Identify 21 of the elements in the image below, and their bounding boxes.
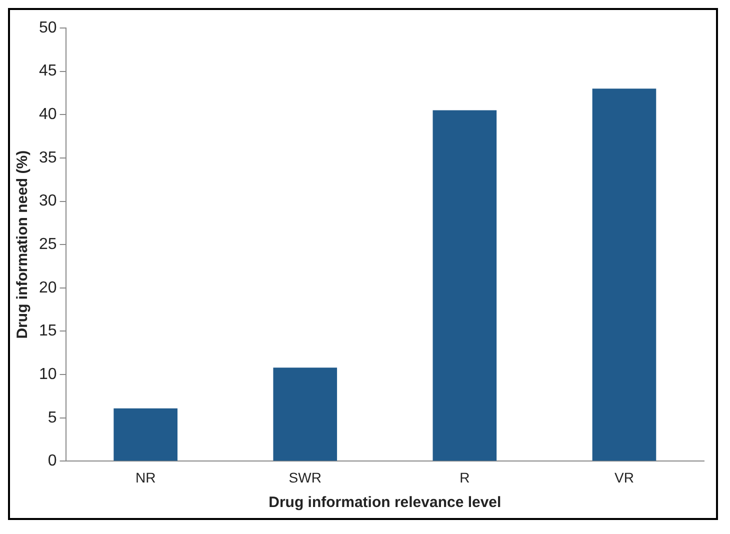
y-tick-label: 45 bbox=[39, 62, 57, 80]
y-tick-label: 30 bbox=[39, 192, 57, 210]
x-axis-title: Drug information relevance level bbox=[268, 494, 502, 512]
y-axis-title: Drug information need (%) bbox=[14, 150, 32, 339]
bar bbox=[114, 408, 178, 461]
x-tick-label: NR bbox=[135, 469, 156, 486]
bar bbox=[273, 368, 338, 461]
y-tick-label: 40 bbox=[39, 106, 57, 124]
y-tick-label: 10 bbox=[39, 366, 57, 383]
y-tick-label: 25 bbox=[39, 236, 57, 254]
y-tick-label: 0 bbox=[48, 452, 57, 470]
bar bbox=[432, 110, 497, 461]
y-tick-label: 35 bbox=[39, 149, 57, 166]
x-tick-label: SWR bbox=[288, 469, 322, 486]
y-tick-label: 50 bbox=[39, 19, 57, 36]
y-tick-label: 20 bbox=[39, 279, 57, 296]
x-tick-label: VR bbox=[614, 469, 634, 486]
x-tick-label: R bbox=[460, 469, 470, 486]
y-tick-label: 5 bbox=[48, 409, 57, 426]
y-tick-label: 15 bbox=[39, 322, 57, 340]
bar bbox=[592, 88, 656, 461]
